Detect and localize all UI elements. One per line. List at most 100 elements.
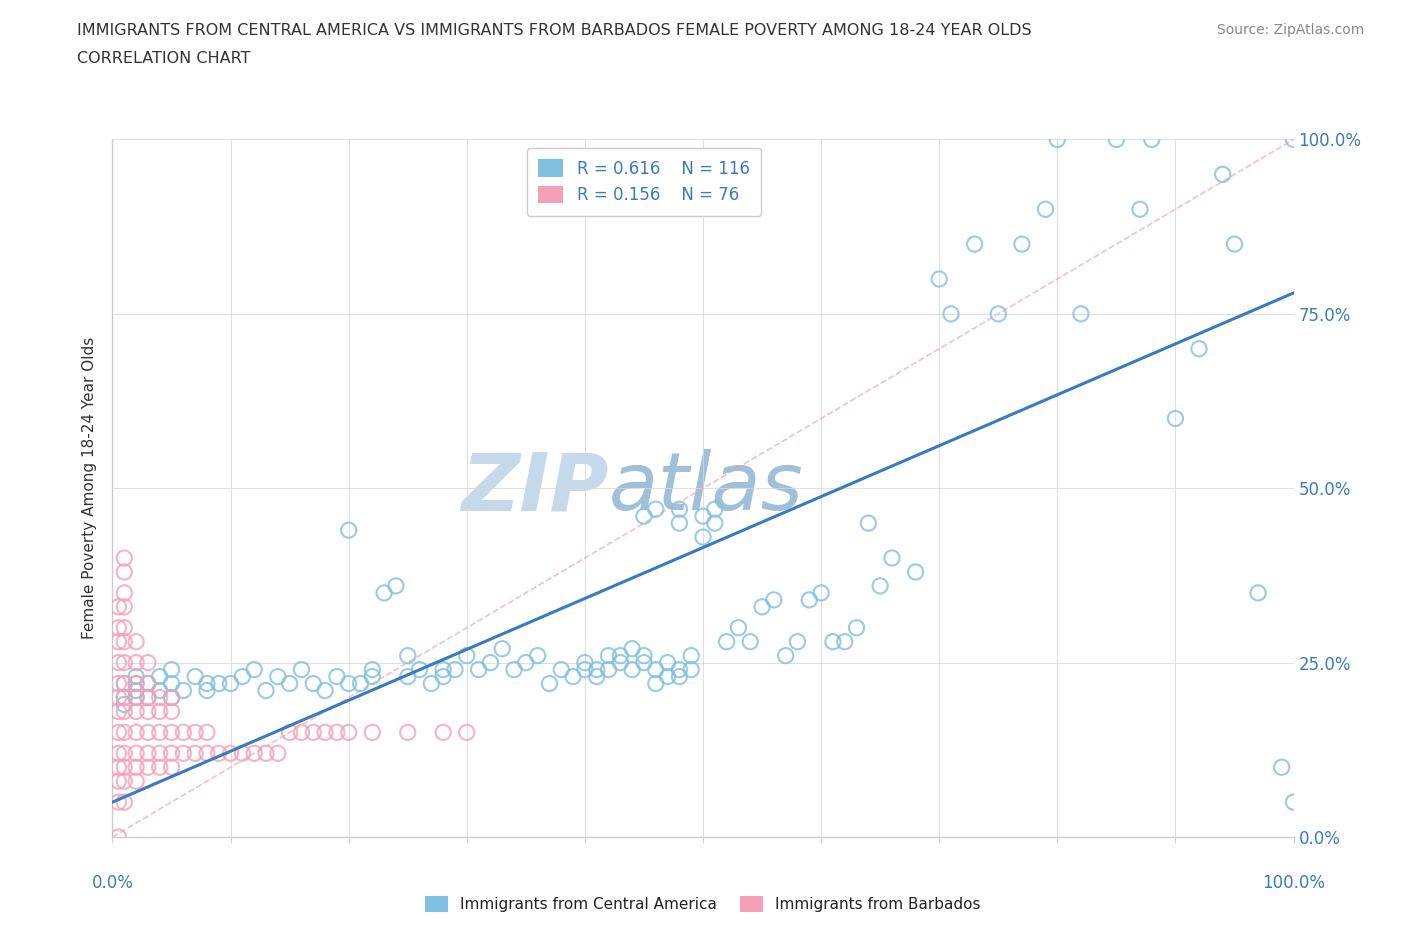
- Point: [160, 676, 183, 691]
- Point: [609, 656, 631, 671]
- Point: [125, 690, 148, 705]
- Point: [112, 551, 135, 565]
- Legend: Immigrants from Central America, Immigrants from Barbados: Immigrants from Central America, Immigra…: [418, 889, 988, 920]
- Point: [1070, 307, 1092, 322]
- Point: [112, 698, 135, 712]
- Point: [112, 690, 135, 705]
- Point: [278, 725, 301, 740]
- Point: [112, 725, 135, 740]
- Point: [149, 690, 172, 705]
- Point: [1046, 132, 1069, 147]
- Point: [184, 725, 207, 740]
- Point: [149, 683, 172, 698]
- Point: [361, 670, 384, 684]
- Point: [621, 642, 644, 657]
- Point: [278, 676, 301, 691]
- Point: [125, 656, 148, 671]
- Point: [125, 746, 148, 761]
- Point: [657, 656, 679, 671]
- Point: [408, 662, 430, 677]
- Point: [125, 760, 148, 775]
- Text: 0.0%: 0.0%: [91, 874, 134, 892]
- Point: [219, 676, 242, 691]
- Point: [125, 634, 148, 649]
- Point: [326, 670, 349, 684]
- Point: [574, 662, 596, 677]
- Point: [845, 620, 868, 635]
- Point: [254, 683, 277, 698]
- Point: [125, 725, 148, 740]
- Text: ZIP: ZIP: [461, 449, 609, 527]
- Point: [703, 502, 725, 517]
- Point: [136, 725, 159, 740]
- Point: [160, 704, 183, 719]
- Point: [149, 746, 172, 761]
- Point: [904, 565, 927, 579]
- Point: [107, 704, 129, 719]
- Point: [609, 648, 631, 663]
- Point: [112, 746, 135, 761]
- Point: [125, 670, 148, 684]
- Point: [107, 634, 129, 649]
- Point: [112, 774, 135, 789]
- Point: [172, 725, 194, 740]
- Point: [432, 670, 454, 684]
- Point: [107, 725, 129, 740]
- Point: [834, 634, 856, 649]
- Point: [385, 578, 408, 593]
- Point: [160, 746, 183, 761]
- Point: [107, 600, 129, 615]
- Point: [112, 794, 135, 809]
- Text: IMMIGRANTS FROM CENTRAL AMERICA VS IMMIGRANTS FROM BARBADOS FEMALE POVERTY AMONG: IMMIGRANTS FROM CENTRAL AMERICA VS IMMIG…: [77, 23, 1032, 38]
- Point: [963, 237, 986, 252]
- Point: [136, 690, 159, 705]
- Point: [786, 634, 808, 649]
- Point: [290, 725, 312, 740]
- Point: [361, 725, 384, 740]
- Point: [668, 662, 690, 677]
- Point: [585, 662, 607, 677]
- Point: [112, 656, 135, 671]
- Point: [869, 578, 891, 593]
- Point: [1223, 237, 1246, 252]
- Point: [361, 662, 384, 677]
- Point: [657, 670, 679, 684]
- Point: [880, 551, 903, 565]
- Point: [598, 648, 620, 663]
- Point: [799, 592, 821, 607]
- Point: [136, 690, 159, 705]
- Point: [172, 746, 194, 761]
- Point: [136, 656, 159, 671]
- Point: [668, 670, 690, 684]
- Point: [1188, 341, 1211, 356]
- Point: [107, 830, 129, 844]
- Point: [503, 662, 526, 677]
- Point: [467, 662, 489, 677]
- Point: [1247, 586, 1270, 601]
- Point: [727, 620, 749, 635]
- Text: CORRELATION CHART: CORRELATION CHART: [77, 51, 250, 66]
- Point: [107, 746, 129, 761]
- Point: [396, 648, 419, 663]
- Point: [112, 676, 135, 691]
- Point: [184, 746, 207, 761]
- Point: [149, 670, 172, 684]
- Point: [585, 670, 607, 684]
- Point: [267, 746, 290, 761]
- Point: [107, 620, 129, 635]
- Point: [125, 683, 148, 698]
- Point: [160, 760, 183, 775]
- Point: [810, 586, 832, 601]
- Point: [396, 670, 419, 684]
- Point: [208, 746, 231, 761]
- Point: [149, 704, 172, 719]
- Point: [112, 676, 135, 691]
- Point: [136, 704, 159, 719]
- Point: [444, 662, 467, 677]
- Point: [479, 656, 502, 671]
- Point: [107, 690, 129, 705]
- Point: [987, 307, 1010, 322]
- Point: [107, 794, 129, 809]
- Point: [136, 676, 159, 691]
- Point: [1164, 411, 1187, 426]
